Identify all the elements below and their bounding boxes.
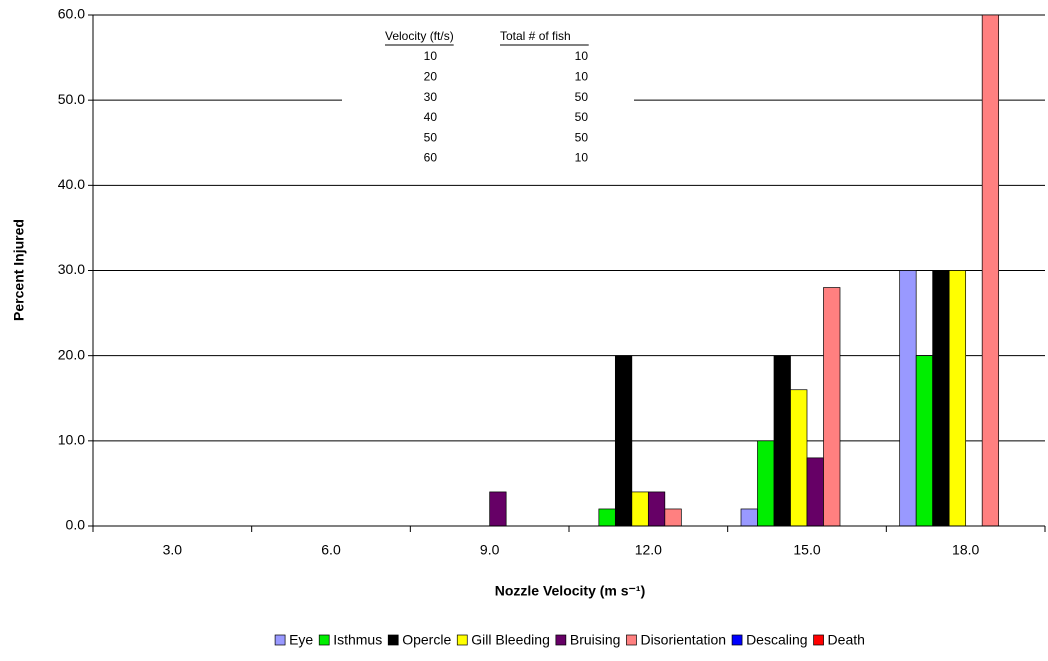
bar	[790, 389, 808, 527]
bar	[757, 440, 775, 527]
bar	[915, 355, 934, 527]
legend-label: Bruising	[570, 632, 621, 648]
table-cell: 50	[424, 130, 438, 144]
bar	[981, 14, 1000, 527]
table-header: Velocity (ft/s)	[385, 29, 454, 43]
y-tick-label: 10.0	[58, 432, 85, 448]
table-cell: 50	[575, 90, 589, 104]
table-cell: 20	[424, 69, 438, 83]
table-cell: 10	[575, 151, 589, 165]
legend-swatch	[456, 634, 468, 646]
legend-label: Disorientation	[640, 632, 726, 648]
x-tick-label: 3.0	[163, 542, 183, 558]
x-tick-label: 9.0	[480, 542, 500, 558]
legend-swatch	[318, 634, 330, 646]
table-cell: 10	[575, 49, 589, 63]
legend-swatch	[555, 634, 567, 646]
bar	[631, 491, 649, 527]
bar	[489, 491, 507, 527]
legend-label: Death	[828, 632, 865, 648]
bar	[806, 457, 824, 527]
bar	[598, 508, 616, 527]
legend-swatch	[813, 634, 824, 646]
table-cell: 60	[424, 151, 438, 165]
legend-swatch	[626, 634, 637, 646]
legend-label: Opercle	[402, 632, 451, 648]
table-background	[342, 28, 634, 168]
y-tick-label: 30.0	[58, 261, 85, 277]
y-tick-label: 20.0	[58, 346, 85, 362]
legend-swatch	[731, 634, 743, 646]
legend-swatch	[387, 634, 399, 646]
table-header: Total # of fish	[500, 29, 571, 43]
x-axis-title: Nozzle Velocity (m s⁻¹)	[495, 583, 646, 599]
y-tick-label: 0.0	[66, 517, 86, 533]
y-tick-label: 60.0	[58, 6, 85, 22]
y-axis-title: Percent Injured	[11, 219, 27, 321]
legend-label: Eye	[289, 632, 313, 648]
legend-label: Descaling	[746, 632, 807, 648]
table-cell: 30	[424, 90, 438, 104]
legend-label: Isthmus	[333, 632, 382, 648]
table-cell: 50	[575, 110, 589, 124]
table-cell: 10	[424, 49, 438, 63]
bar	[664, 508, 682, 527]
legend-label: Gill Bleeding	[471, 632, 550, 648]
bar	[948, 270, 967, 527]
bar	[740, 508, 758, 527]
bar	[647, 491, 666, 527]
bar	[773, 355, 791, 527]
table-cell: 40	[424, 110, 438, 124]
bar	[614, 355, 633, 527]
table-cell: 50	[575, 130, 589, 144]
bar	[899, 270, 917, 527]
bar	[932, 270, 950, 527]
x-tick-label: 12.0	[635, 542, 662, 558]
x-tick-label: 15.0	[793, 542, 820, 558]
x-tick-label: 18.0	[952, 542, 979, 558]
y-tick-label: 40.0	[58, 176, 85, 192]
table-cell: 10	[575, 69, 589, 83]
bar	[823, 287, 841, 527]
y-tick-label: 50.0	[58, 91, 85, 107]
x-tick-label: 6.0	[321, 542, 341, 558]
legend-swatch	[274, 634, 286, 646]
